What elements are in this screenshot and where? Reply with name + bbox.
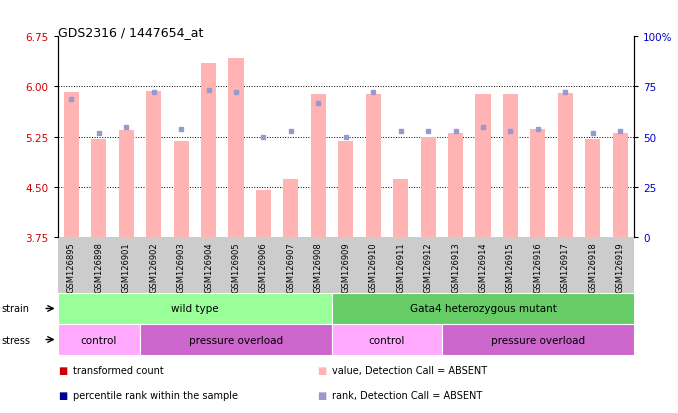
Text: GDS2316 / 1447654_at: GDS2316 / 1447654_at	[58, 26, 203, 39]
Bar	[58, 293, 332, 324]
Text: GSM126908: GSM126908	[314, 242, 323, 292]
Bar	[174, 141, 188, 237]
Bar	[475, 95, 491, 237]
Text: GSM126895: GSM126895	[67, 242, 76, 292]
Bar	[64, 93, 79, 237]
Text: ■: ■	[317, 390, 326, 401]
Text: GSM126898: GSM126898	[94, 242, 103, 293]
Bar	[311, 95, 326, 237]
Text: GSM126909: GSM126909	[341, 242, 351, 292]
Text: GSM126905: GSM126905	[231, 242, 241, 292]
Text: control: control	[81, 335, 117, 345]
Text: GSM126911: GSM126911	[396, 242, 405, 292]
Bar	[338, 142, 353, 237]
Text: rank, Detection Call = ABSENT: rank, Detection Call = ABSENT	[332, 390, 482, 401]
Bar	[585, 139, 600, 237]
Text: GSM126916: GSM126916	[534, 242, 542, 292]
Bar	[92, 139, 106, 237]
Text: stress: stress	[1, 335, 31, 345]
Bar	[365, 95, 381, 237]
Bar	[503, 95, 518, 237]
Text: percentile rank within the sample: percentile rank within the sample	[73, 390, 237, 401]
Bar	[530, 129, 545, 237]
Text: wild type: wild type	[171, 304, 219, 314]
Bar	[283, 179, 298, 237]
Bar	[332, 324, 442, 355]
Text: strain: strain	[1, 304, 29, 314]
Bar	[558, 94, 573, 237]
Text: GSM126910: GSM126910	[369, 242, 378, 292]
Bar	[420, 138, 436, 237]
Bar	[256, 191, 271, 237]
Bar	[119, 131, 134, 237]
Text: GSM126907: GSM126907	[286, 242, 296, 292]
Text: ■: ■	[58, 390, 67, 401]
Bar	[58, 324, 140, 355]
Text: pressure overload: pressure overload	[189, 335, 283, 345]
Text: GSM126902: GSM126902	[149, 242, 158, 292]
Bar	[442, 324, 634, 355]
Text: value, Detection Call = ABSENT: value, Detection Call = ABSENT	[332, 365, 487, 375]
Text: GSM126912: GSM126912	[424, 242, 433, 292]
Bar	[228, 59, 243, 237]
Bar	[613, 134, 628, 237]
Text: GSM126918: GSM126918	[589, 242, 597, 292]
Text: pressure overload: pressure overload	[491, 335, 585, 345]
Text: ■: ■	[58, 365, 67, 375]
Text: GSM126901: GSM126901	[122, 242, 131, 292]
Text: GSM126904: GSM126904	[204, 242, 213, 292]
Text: Gata4 heterozygous mutant: Gata4 heterozygous mutant	[410, 304, 557, 314]
Bar	[393, 179, 408, 237]
Text: GSM126913: GSM126913	[451, 242, 460, 292]
Text: GSM126915: GSM126915	[506, 242, 515, 292]
Text: GSM126919: GSM126919	[616, 242, 624, 292]
Text: ■: ■	[317, 365, 326, 375]
Text: control: control	[369, 335, 405, 345]
Text: GSM126917: GSM126917	[561, 242, 570, 292]
Bar	[201, 64, 216, 237]
Text: GSM126914: GSM126914	[479, 242, 487, 292]
Bar	[146, 92, 161, 237]
Text: GSM126906: GSM126906	[259, 242, 268, 292]
Bar	[140, 324, 332, 355]
Text: transformed count: transformed count	[73, 365, 163, 375]
Text: GSM126903: GSM126903	[177, 242, 186, 292]
Bar	[448, 134, 463, 237]
Bar	[332, 293, 634, 324]
